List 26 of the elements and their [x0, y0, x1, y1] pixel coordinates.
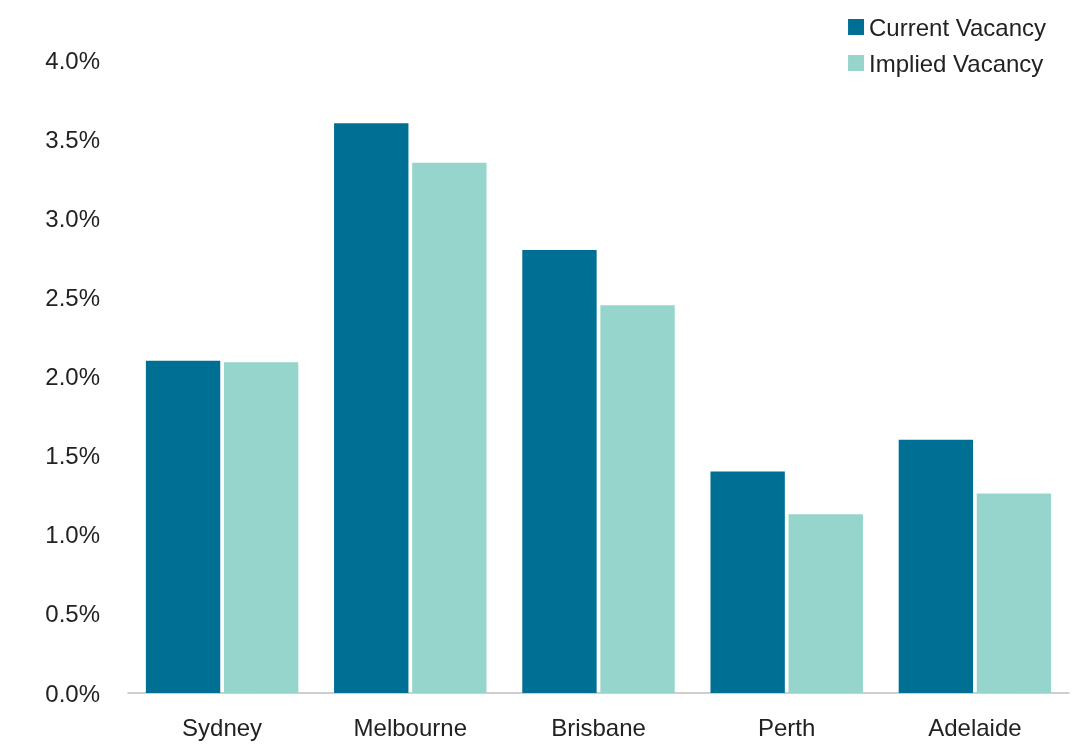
bar [600, 305, 675, 693]
bar [522, 249, 597, 693]
bar [976, 493, 1052, 693]
y-tick-label: 0.0% [45, 679, 100, 707]
legend-label: Implied Vacancy [869, 49, 1044, 77]
x-tick-label: Adelaide [928, 713, 1022, 741]
bar [145, 360, 221, 693]
y-tick-label: 2.0% [45, 363, 100, 390]
y-tick-label: 3.0% [45, 204, 100, 232]
bar [223, 362, 299, 693]
x-tick-label: Melbourne [353, 713, 467, 741]
y-tick-label: 2.5% [45, 283, 100, 311]
x-tick-label: Sydney [182, 713, 263, 741]
legend-label: Current Vacancy [869, 13, 1046, 41]
y-tick-label: 1.0% [45, 521, 100, 549]
x-tick-label: Brisbane [551, 713, 646, 741]
bar [788, 514, 863, 693]
y-tick-label: 0.5% [45, 600, 100, 628]
bar [710, 471, 785, 693]
y-tick-label: 4.0% [45, 46, 100, 74]
x-tick-label: Perth [758, 713, 816, 741]
y-tick-label: 1.5% [45, 442, 100, 470]
bar [898, 439, 974, 693]
y-tick-label: 3.5% [45, 125, 100, 153]
bar [412, 162, 487, 693]
bar [334, 123, 409, 693]
